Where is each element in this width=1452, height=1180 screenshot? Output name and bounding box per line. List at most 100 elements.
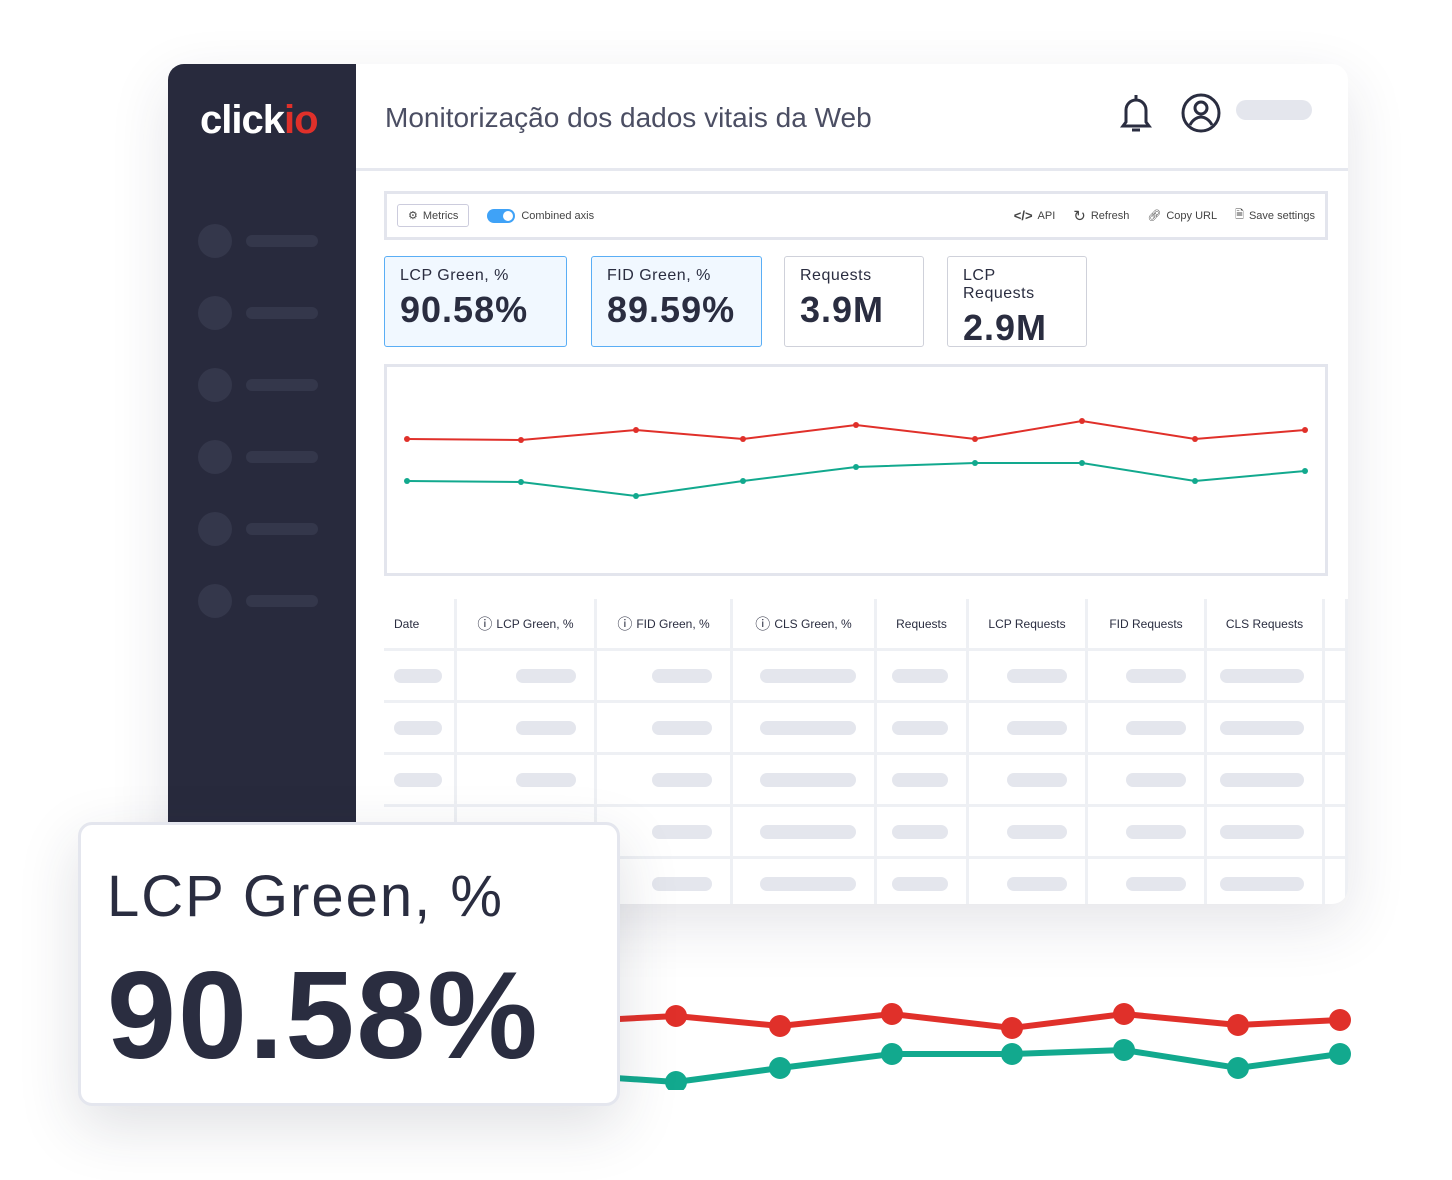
green-data-point[interactable] bbox=[1329, 1043, 1351, 1065]
green-data-point[interactable] bbox=[1302, 468, 1308, 474]
table-row[interactable] bbox=[384, 807, 1348, 859]
table-cell bbox=[457, 703, 597, 752]
column-header[interactable]: CLS Requests bbox=[1207, 599, 1325, 648]
loading-placeholder bbox=[1007, 876, 1067, 891]
column-header[interactable]: FID Requests bbox=[1088, 599, 1207, 648]
red-data-point[interactable] bbox=[740, 436, 746, 442]
column-header[interactable]: LCP Requests bbox=[969, 599, 1088, 648]
metrics-button[interactable]: ⚙ Metrics bbox=[397, 204, 470, 227]
red-data-point[interactable] bbox=[972, 436, 978, 442]
red-series-line bbox=[600, 1010, 1341, 1032]
user-avatar-icon[interactable] bbox=[1180, 92, 1222, 139]
red-data-point[interactable] bbox=[1329, 1009, 1351, 1031]
column-header[interactable]: Date bbox=[384, 599, 457, 648]
bell-icon[interactable] bbox=[1118, 92, 1154, 139]
red-data-point[interactable] bbox=[518, 437, 524, 443]
loading-placeholder bbox=[652, 720, 712, 735]
table-cell bbox=[1088, 703, 1207, 752]
red-data-point[interactable] bbox=[1001, 1017, 1023, 1039]
code-icon: </> bbox=[1013, 208, 1033, 223]
loading-placeholder bbox=[760, 876, 856, 891]
green-data-point[interactable] bbox=[1192, 478, 1198, 484]
table-cell bbox=[1207, 755, 1325, 804]
sidebar-item[interactable] bbox=[198, 512, 318, 546]
line-chart bbox=[384, 364, 1328, 576]
sidebar-item[interactable] bbox=[198, 440, 318, 474]
loading-placeholder bbox=[1007, 668, 1067, 683]
green-data-point[interactable] bbox=[740, 478, 746, 484]
table-cell bbox=[384, 651, 457, 700]
green-data-point[interactable] bbox=[881, 1043, 903, 1065]
red-data-point[interactable] bbox=[1079, 418, 1085, 424]
table-cell bbox=[877, 703, 969, 752]
column-header[interactable]: ⓘ LCP Green, % bbox=[457, 599, 597, 648]
red-data-point[interactable] bbox=[404, 436, 410, 442]
red-data-point[interactable] bbox=[1302, 427, 1308, 433]
info-icon[interactable]: ⓘ bbox=[477, 616, 493, 633]
table-row[interactable] bbox=[384, 651, 1348, 703]
green-data-point[interactable] bbox=[633, 493, 639, 499]
table-cell bbox=[969, 703, 1088, 752]
red-data-point[interactable] bbox=[665, 1005, 687, 1027]
red-data-point[interactable] bbox=[881, 1003, 903, 1025]
table-cell bbox=[597, 859, 733, 904]
red-data-point[interactable] bbox=[1192, 436, 1198, 442]
loading-placeholder bbox=[892, 668, 948, 683]
copy-url-button[interactable]: 🔗︎ Copy URL bbox=[1147, 209, 1218, 223]
table-cell bbox=[1325, 807, 1348, 856]
metric-card-lcp-green[interactable]: LCP Green, % 90.58% bbox=[384, 256, 567, 347]
sidebar-item[interactable] bbox=[198, 224, 318, 258]
page-title: Monitorização dos dados vitais da Web bbox=[385, 102, 872, 133]
loading-placeholder bbox=[1220, 772, 1304, 787]
clickio-logo[interactable]: clickio bbox=[200, 98, 319, 142]
highlight-label: LCP Green, % bbox=[107, 864, 504, 929]
column-header[interactable]: ⓘ CLS Green, % bbox=[733, 599, 877, 648]
refresh-button[interactable]: ↻ Refresh bbox=[1073, 207, 1130, 225]
red-data-point[interactable] bbox=[769, 1015, 791, 1037]
green-data-point[interactable] bbox=[1079, 460, 1085, 466]
sidebar-item[interactable] bbox=[198, 296, 318, 330]
table-cell bbox=[1088, 651, 1207, 700]
combined-axis-toggle[interactable] bbox=[487, 208, 516, 223]
column-header[interactable]: ⓘ FID Green, % bbox=[597, 599, 733, 648]
loading-placeholder bbox=[1007, 720, 1067, 735]
table-row[interactable] bbox=[384, 703, 1348, 755]
metrics-label: Metrics bbox=[422, 209, 459, 222]
save-settings-button[interactable]: 🗎 Save settings bbox=[1235, 206, 1315, 225]
table-cell bbox=[877, 651, 969, 700]
gear-icon: ⚙ bbox=[408, 210, 418, 222]
table-cell bbox=[1325, 859, 1348, 904]
column-header-label: FID Requests bbox=[1109, 616, 1183, 631]
column-header[interactable]: Requests bbox=[877, 599, 969, 648]
red-data-point[interactable] bbox=[1113, 1003, 1135, 1025]
green-data-point[interactable] bbox=[972, 460, 978, 466]
table-row[interactable] bbox=[384, 755, 1348, 807]
green-data-point[interactable] bbox=[1113, 1039, 1135, 1061]
green-data-point[interactable] bbox=[518, 479, 524, 485]
green-data-point[interactable] bbox=[1001, 1043, 1023, 1065]
loading-placeholder bbox=[892, 772, 948, 787]
green-data-point[interactable] bbox=[769, 1057, 791, 1079]
loading-placeholder bbox=[652, 876, 712, 891]
info-icon[interactable]: ⓘ bbox=[617, 616, 633, 633]
refresh-icon: ↻ bbox=[1073, 207, 1086, 225]
green-data-point[interactable] bbox=[404, 478, 410, 484]
api-button[interactable]: </> API bbox=[1013, 208, 1056, 223]
table-cell bbox=[457, 651, 597, 700]
green-data-point[interactable] bbox=[1227, 1057, 1249, 1079]
sidebar-item[interactable] bbox=[198, 368, 318, 402]
green-data-point[interactable] bbox=[665, 1071, 687, 1090]
metric-card-lcp-requests[interactable]: LCP Requests 2.9M bbox=[947, 256, 1087, 348]
red-data-point[interactable] bbox=[633, 427, 639, 433]
table-cell bbox=[1207, 807, 1325, 856]
table-header-row: Date ⓘ LCP Green, % ⓘ FID Green, % ⓘ CLS Green… bbox=[384, 599, 1348, 651]
table-cell bbox=[877, 807, 969, 856]
red-data-point[interactable] bbox=[853, 422, 859, 428]
table-cell bbox=[1088, 859, 1207, 904]
green-data-point[interactable] bbox=[853, 464, 859, 470]
metric-card-requests[interactable]: Requests 3.9M bbox=[784, 256, 924, 347]
info-icon[interactable]: ⓘ bbox=[755, 616, 771, 633]
metric-card-fid-green[interactable]: FID Green, % 89.59% bbox=[591, 256, 762, 347]
sidebar-item[interactable] bbox=[198, 584, 318, 618]
red-data-point[interactable] bbox=[1227, 1014, 1249, 1036]
